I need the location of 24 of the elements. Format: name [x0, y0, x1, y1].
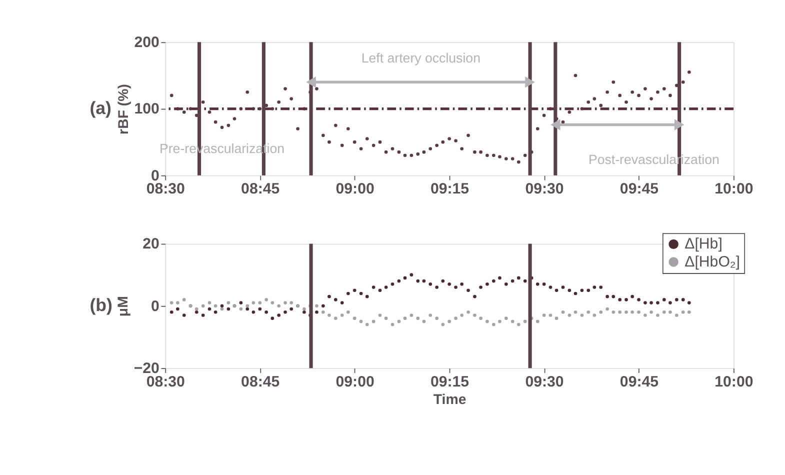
legend-label: Δ[Hb] — [684, 236, 722, 253]
x-tick-label: 09:45 — [620, 180, 659, 198]
y-axis-title: μM — [116, 296, 132, 317]
y-tick-label: 200 — [134, 34, 160, 52]
x-tick-label: 09:15 — [430, 180, 470, 198]
x-tick-label: 09:00 — [336, 373, 374, 390]
text: (a) — [90, 98, 112, 118]
x-axis-title: Time — [433, 392, 466, 408]
x-tick-label: 09:30 — [525, 180, 564, 198]
x-tick-label: 10:00 — [714, 180, 754, 198]
x-tick-label: 08:45 — [241, 180, 280, 198]
y-tick-label: 100 — [134, 100, 160, 118]
x-tick-label: 10:00 — [714, 373, 754, 390]
x-tick-label: 08:45 — [241, 373, 280, 390]
y-tick-label: 20 — [142, 236, 160, 253]
y-axis-title: rBF (%) — [116, 84, 132, 134]
x-tick-label: 09:15 — [430, 373, 470, 390]
y-tick-label: 0 — [151, 298, 160, 315]
annotation: Left artery occlusion — [361, 50, 480, 66]
legend-label: Δ[HbO₂] — [684, 253, 740, 270]
x-tick-label: 09:45 — [620, 373, 659, 390]
text: (b) — [90, 295, 112, 316]
x-tick-label: 09:30 — [525, 373, 564, 390]
x-tick-label: 09:00 — [336, 180, 374, 198]
